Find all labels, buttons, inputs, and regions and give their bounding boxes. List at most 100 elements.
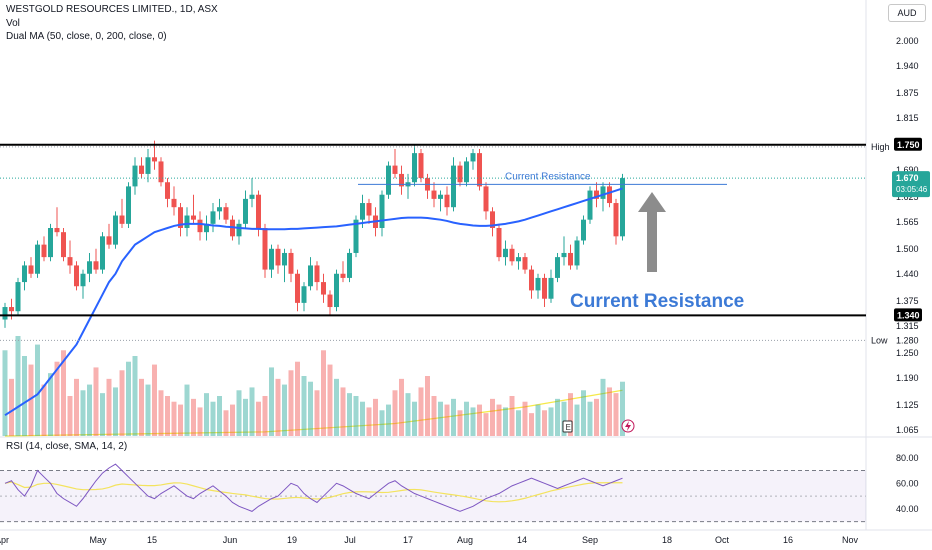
countdown-tag-text: 03:05:46	[896, 185, 928, 194]
candle-body	[412, 153, 417, 183]
candle-body	[353, 219, 359, 253]
volume-bar	[399, 378, 404, 436]
candle-body	[620, 178, 625, 237]
volume-bar	[22, 356, 27, 436]
volume-bar	[126, 361, 131, 436]
candle-body	[392, 165, 398, 174]
candle-body	[483, 186, 489, 212]
annotations: Current Resistance Current Resistance E	[505, 171, 744, 433]
volume-bar	[607, 387, 612, 436]
volume-bar	[269, 367, 274, 436]
up-arrow-icon	[638, 192, 666, 272]
x-tick-label: 14	[517, 535, 527, 545]
candle-body	[516, 257, 521, 262]
candle-body	[9, 307, 14, 312]
candle-body	[451, 165, 456, 208]
x-tick-label: Jun	[223, 535, 238, 545]
volume-bar	[418, 387, 424, 436]
candle-body	[548, 277, 554, 299]
volume-bar	[366, 407, 372, 436]
volume-bar	[275, 378, 281, 436]
volume-bar	[594, 398, 599, 436]
volume-bar	[165, 396, 170, 436]
candle-body	[106, 236, 112, 245]
candle-body	[594, 190, 599, 199]
volume-indicator-label: Vol	[6, 18, 20, 29]
y-tick-label: 1.375	[896, 296, 919, 306]
volume-bar	[87, 384, 92, 436]
chart-title: WESTGOLD RESOURCES LIMITED., 1D, ASX	[6, 4, 218, 15]
upper-level-tag-box	[894, 137, 922, 151]
candle-body	[178, 207, 183, 228]
ma200-line	[4, 389, 623, 437]
volume-bar	[158, 390, 164, 436]
candle-body	[555, 257, 560, 278]
y-tick-label: 1.500	[896, 244, 919, 254]
x-tick-label: Oct	[715, 535, 730, 545]
candle-body	[464, 161, 469, 183]
volume-bar	[555, 398, 560, 436]
volume-bar	[561, 401, 567, 436]
volume-bar	[61, 350, 66, 436]
x-tick-label: Aug	[457, 535, 473, 545]
candle-body	[204, 223, 209, 233]
candle-body	[561, 252, 567, 258]
last-price-tag-box	[892, 171, 930, 198]
candle-body	[61, 232, 66, 258]
candle-body	[282, 252, 287, 266]
candle-body	[340, 273, 346, 278]
volume-bar	[412, 401, 417, 436]
candle-body	[399, 173, 404, 187]
candle-body	[503, 248, 508, 258]
volume-bar	[464, 401, 469, 436]
candle-body	[48, 228, 53, 258]
volume-bar	[243, 398, 248, 436]
y-tick-label: 1.065	[896, 425, 919, 435]
volume-bar	[113, 387, 118, 436]
volume-bar	[210, 401, 216, 436]
volume-bar	[28, 364, 34, 436]
x-tick-label: 16	[783, 535, 793, 545]
candle-body	[54, 228, 60, 233]
volume-bar	[503, 407, 508, 436]
candle-body	[295, 273, 300, 303]
y-tick-label: 1.565	[896, 217, 919, 227]
volume-bar	[477, 404, 482, 436]
candle-body	[236, 223, 242, 237]
y-tick-label: 1.440	[896, 269, 919, 279]
candle-body	[119, 215, 125, 224]
volume-bar	[360, 401, 365, 436]
lower-level-tag-text: 1.340	[897, 310, 920, 320]
volume-bar	[48, 373, 53, 436]
candle-body	[197, 219, 203, 233]
volume-bar	[457, 410, 463, 436]
volume-bar	[568, 393, 573, 436]
low-label-text: Low	[871, 335, 888, 345]
volume-bar	[574, 404, 580, 436]
rsi-tick-label: 80.00	[896, 453, 919, 463]
volume-bar	[106, 378, 112, 436]
candle-body	[74, 265, 79, 287]
candle-body	[262, 228, 268, 270]
candle-body	[607, 186, 612, 204]
candle-body	[67, 257, 73, 266]
volume-bar	[620, 381, 625, 436]
current-resistance-small-label: Current Resistance	[505, 171, 591, 182]
currency-button[interactable]: AUD	[888, 4, 926, 22]
rsi-ma-series	[4, 481, 623, 503]
volume-bar	[353, 396, 359, 436]
y-tick-label: 1.815	[896, 113, 919, 123]
candle-body	[438, 194, 443, 199]
candle-body	[41, 244, 47, 258]
candle-body	[93, 261, 99, 270]
candle-body	[275, 248, 281, 266]
volume-bar	[587, 401, 593, 436]
candle-body	[509, 248, 515, 262]
candle-body	[477, 153, 482, 187]
candle-body	[217, 207, 222, 212]
earnings-marker-icon	[562, 420, 573, 433]
volume-bar	[522, 401, 528, 436]
candle-body	[2, 307, 8, 320]
candle-body	[490, 211, 495, 228]
